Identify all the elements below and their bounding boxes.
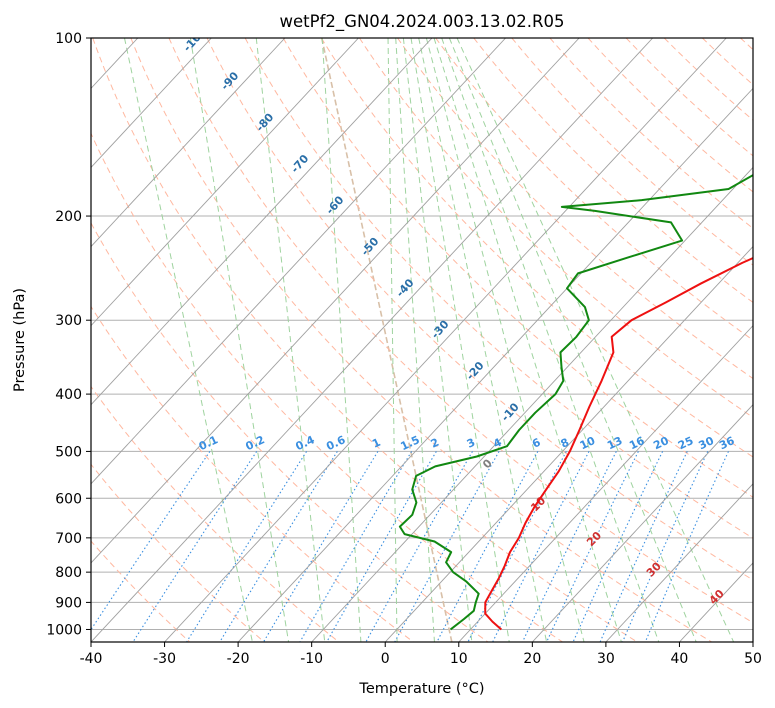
isotherm-line: [91, 38, 359, 327]
moist-adiabats: [123, 38, 735, 642]
y-tick-label: 400: [55, 387, 82, 403]
moist-adiabat: [456, 38, 735, 642]
y-tick-label: 600: [55, 491, 82, 507]
mixing-ratio-line: [436, 451, 539, 642]
isotherm-line: [311, 166, 753, 642]
mixing-ratio-label: 16: [627, 434, 647, 452]
x-axis-label: Temperature (°C): [358, 681, 484, 697]
mixing-ratio-label: 20: [651, 434, 671, 452]
moist-adiabat: [387, 38, 398, 642]
y-tick-label: 800: [55, 565, 82, 581]
temperature-profile-line: [484, 256, 753, 631]
mixing-ratio-lines: [91, 451, 729, 642]
dry-adiabat: [282, 38, 753, 498]
dry-adiabat: [92, 38, 638, 642]
dewpoint-profile-line: [398, 173, 753, 631]
mixing-ratio-line: [186, 451, 308, 642]
moist-adiabat: [395, 38, 435, 642]
dry-adiabat: [435, 38, 753, 341]
x-tick-label: 40: [671, 651, 689, 667]
mixing-ratio-label: 36: [717, 434, 737, 452]
moist-adiabat: [448, 38, 697, 642]
y-tick-label: 900: [55, 595, 82, 611]
y-tick-label: 700: [55, 531, 82, 547]
moist-adiabat: [425, 38, 585, 642]
mixing-ratio-line: [644, 451, 729, 642]
dry-adiabat: [91, 463, 265, 642]
mixing-ratio-line: [394, 451, 500, 642]
dry-adiabats: [91, 38, 753, 642]
isotherm-line: [91, 38, 506, 485]
mixing-ratio-line: [219, 451, 338, 642]
y-axis-label: Pressure (hPa): [12, 288, 28, 392]
x-tick-label: 20: [523, 651, 541, 667]
plot-area: 0.1 0.2 0.4 0.6 1 1.5 2 3 4 6 8 10 13 16 20 25 30 36-100-…: [91, 38, 753, 642]
x-tick-label: -40: [80, 651, 103, 667]
moist-adiabat: [441, 38, 660, 642]
mixing-ratio-line: [326, 451, 437, 642]
x-axis-ticks: -40 -30 -20 -10 0 10 20 30 40 50: [80, 642, 762, 667]
moist-adiabat: [189, 38, 290, 642]
y-tick-label: 300: [55, 313, 82, 329]
isotherm-line: [237, 87, 753, 642]
mixing-ratio-label: 25: [676, 434, 695, 452]
mixing-ratio-line: [622, 451, 709, 642]
dry-adiabat: [549, 38, 753, 229]
mixing-ratio-label: 13: [605, 434, 624, 452]
mixing-ratio-line: [365, 451, 473, 642]
mixing-ratio-line: [299, 451, 413, 642]
x-tick-label: -20: [227, 651, 250, 667]
moist-adiabat: [418, 38, 548, 642]
mixing-ratio-line: [263, 451, 379, 642]
skewed-isotherms: [91, 38, 753, 642]
isotherm-line: [164, 38, 727, 642]
dry-adiabat: [359, 38, 753, 419]
moist-adiabat: [402, 38, 473, 642]
dry-adiabat: [473, 38, 753, 304]
dry-adiabat: [130, 38, 713, 642]
isotherm-line: [532, 404, 753, 642]
moist-adiabat: [255, 38, 326, 642]
y-tick-label: 100: [55, 31, 82, 47]
moist-adiabat: [433, 38, 622, 642]
x-tick-label: -30: [153, 651, 176, 667]
x-tick-label: 30: [597, 651, 615, 667]
mixing-ratio-line: [132, 451, 258, 642]
moist-adiabat: [123, 38, 253, 642]
mixing-ratio-line: [599, 451, 688, 642]
chart-title: wetPf2_GN04.2024.003.13.02.R05: [280, 12, 565, 32]
moist-adiabat: [321, 38, 362, 642]
dry-adiabat: [91, 305, 414, 642]
x-tick-label: 0: [381, 651, 390, 667]
isotherm-line: [91, 38, 433, 406]
isotherm-line: [91, 38, 286, 248]
dry-adiabat: [91, 132, 563, 642]
dry-adiabat: [587, 38, 753, 193]
y-tick-label: 200: [55, 209, 82, 225]
isotherm-line: [605, 483, 753, 642]
x-tick-label: 50: [744, 651, 762, 667]
moist-adiabat: [410, 38, 510, 642]
isotherm-line: [458, 324, 753, 642]
dry-adiabat: [168, 38, 753, 624]
x-tick-label: -10: [300, 651, 323, 667]
mixing-ratio-line: [521, 451, 617, 642]
plot-frame: [90, 37, 754, 643]
isotherm-line: [91, 38, 580, 564]
x-tick-label: 10: [450, 651, 468, 667]
y-axis-ticks: 1000 900 800 700 600 500 400 300 200 100: [46, 31, 91, 638]
sounding-profiles: [398, 173, 753, 631]
y-tick-label: 500: [55, 444, 82, 460]
dry-adiabat: [320, 38, 753, 458]
y-tick-label: 1000: [46, 622, 82, 638]
isotherm-line: [384, 245, 753, 642]
mixing-ratio-label: 30: [697, 434, 717, 452]
mixing-ratio-label: 10: [578, 434, 598, 452]
dry-adiabat: [206, 38, 753, 581]
isotherm-line: [91, 38, 654, 642]
isotherm-line: [91, 38, 212, 169]
